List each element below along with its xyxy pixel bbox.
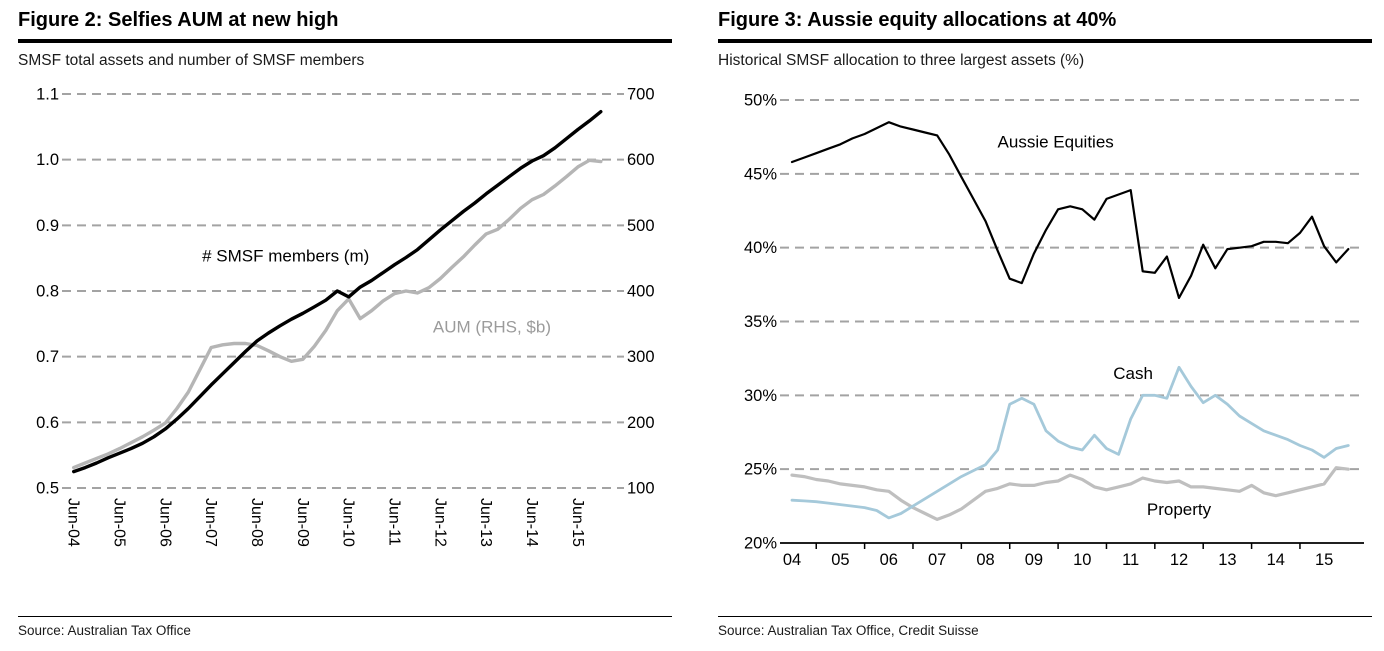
svg-text:1.1: 1.1 bbox=[36, 86, 59, 104]
svg-text:07: 07 bbox=[928, 551, 946, 569]
svg-text:Property: Property bbox=[1147, 500, 1212, 519]
svg-text:0.7: 0.7 bbox=[36, 348, 59, 366]
figure3-source: Source: Australian Tax Office, Credit Su… bbox=[718, 616, 1372, 638]
svg-text:25%: 25% bbox=[744, 461, 777, 479]
svg-text:10: 10 bbox=[1073, 551, 1091, 569]
svg-text:300: 300 bbox=[627, 348, 655, 366]
figure3-panel: Figure 3: Aussie equity allocations at 4… bbox=[718, 8, 1372, 638]
figure2-chart: 0.5 100 0.6 200 0.7 300 0.8 400 0.9 500 1.0 600 1.1 7… bbox=[36, 86, 655, 548]
svg-text:Jun-13: Jun-13 bbox=[477, 498, 494, 547]
svg-text:09: 09 bbox=[1025, 551, 1043, 569]
svg-text:11: 11 bbox=[1122, 551, 1139, 569]
svg-text:30%: 30% bbox=[744, 387, 777, 405]
svg-text:Aussie Equities: Aussie Equities bbox=[998, 132, 1114, 151]
svg-text:06: 06 bbox=[880, 551, 898, 569]
figure2-source: Source: Australian Tax Office bbox=[18, 616, 672, 638]
svg-text:Jun-10: Jun-10 bbox=[340, 498, 357, 547]
svg-text:0.9: 0.9 bbox=[36, 217, 59, 235]
svg-text:200: 200 bbox=[627, 414, 655, 432]
figure3-chart: 20% 25% 30% 35% 40% 45% 50% 04 05 06 07 08 09 10 11 12 1… bbox=[744, 92, 1364, 569]
svg-text:13: 13 bbox=[1218, 551, 1236, 569]
svg-text:Jun-15: Jun-15 bbox=[569, 498, 586, 547]
svg-text:0.6: 0.6 bbox=[36, 414, 59, 432]
figure2-title: Figure 2: Selfies AUM at new high bbox=[18, 8, 672, 43]
svg-text:Jun-07: Jun-07 bbox=[202, 498, 219, 547]
svg-text:35%: 35% bbox=[744, 313, 777, 331]
svg-text:15: 15 bbox=[1315, 551, 1333, 569]
svg-text:14: 14 bbox=[1267, 551, 1285, 569]
svg-text:# SMSF members (m): # SMSF members (m) bbox=[202, 246, 369, 265]
svg-text:700: 700 bbox=[627, 86, 655, 104]
svg-text:400: 400 bbox=[627, 283, 655, 301]
svg-text:AUM (RHS, $b): AUM (RHS, $b) bbox=[433, 317, 551, 336]
svg-text:Jun-08: Jun-08 bbox=[248, 498, 265, 547]
svg-text:08: 08 bbox=[976, 551, 994, 569]
figure2-subtitle: SMSF total assets and number of SMSF mem… bbox=[18, 52, 365, 69]
svg-text:Jun-11: Jun-11 bbox=[386, 498, 403, 546]
svg-text:12: 12 bbox=[1170, 551, 1188, 569]
svg-text:04: 04 bbox=[783, 551, 801, 569]
svg-text:20%: 20% bbox=[744, 535, 777, 553]
figure3-subtitle: Historical SMSF allocation to three larg… bbox=[718, 52, 1085, 69]
svg-text:40%: 40% bbox=[744, 239, 777, 257]
svg-text:0.8: 0.8 bbox=[36, 283, 59, 301]
svg-text:05: 05 bbox=[831, 551, 849, 569]
figure2-panel: Figure 2: Selfies AUM at new high SMSF t… bbox=[18, 8, 672, 638]
svg-text:Jun-12: Jun-12 bbox=[431, 498, 448, 547]
figure3-title: Figure 3: Aussie equity allocations at 4… bbox=[718, 8, 1372, 43]
svg-text:0.5: 0.5 bbox=[36, 480, 59, 498]
svg-text:Jun-06: Jun-06 bbox=[156, 498, 173, 547]
svg-text:Jun-09: Jun-09 bbox=[294, 498, 311, 547]
svg-text:Jun-04: Jun-04 bbox=[65, 498, 82, 547]
svg-text:500: 500 bbox=[627, 217, 655, 235]
svg-text:1.0: 1.0 bbox=[36, 151, 59, 169]
svg-text:Jun-14: Jun-14 bbox=[523, 498, 540, 547]
svg-text:Jun-05: Jun-05 bbox=[111, 498, 128, 547]
svg-text:50%: 50% bbox=[744, 92, 777, 110]
svg-text:45%: 45% bbox=[744, 165, 777, 183]
svg-text:Cash: Cash bbox=[1113, 364, 1153, 383]
svg-text:100: 100 bbox=[627, 480, 655, 498]
svg-text:600: 600 bbox=[627, 151, 655, 169]
